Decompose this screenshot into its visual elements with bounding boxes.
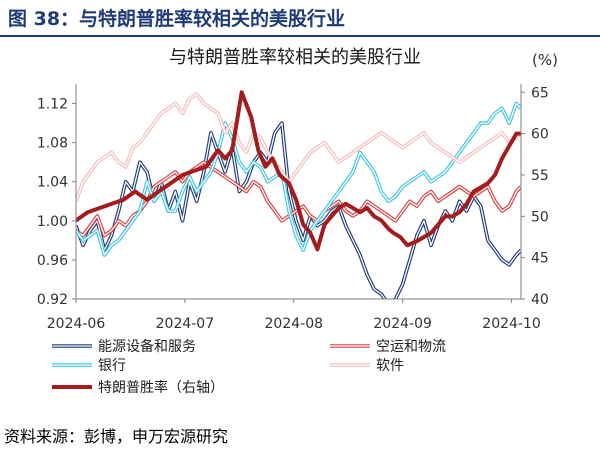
left-tick-label-5: 1.12 — [37, 97, 68, 113]
figure-title: 图 38：与特朗普胜率较相关的美股行业 — [8, 8, 346, 30]
series-line-4-outline — [76, 92, 521, 202]
x-tick-label-2: 2024-08 — [265, 316, 324, 332]
right-tick-label-2: 50 — [531, 209, 549, 225]
x-tick-label-3: 2024-09 — [373, 316, 432, 332]
x-tick-label-4: 2024-10 — [482, 316, 541, 332]
series-layer — [76, 90, 521, 299]
series-line-3-core — [76, 102, 521, 256]
chart-title: 与特朗普胜率较相关的美股行业 — [169, 47, 421, 68]
series-line-4-core — [76, 93, 521, 202]
left-tick-label-4: 1.08 — [37, 136, 68, 152]
x-tick-label-1: 2024-07 — [156, 316, 215, 332]
right-tick-label-3: 55 — [531, 168, 549, 184]
right-tick-label-1: 45 — [531, 251, 549, 267]
axes-layer: 0.92 0.96 1.00 1.04 1.08 1.12 40 45 50 55 60 65 2024… — [37, 84, 549, 332]
right-tick-label-4: 60 — [531, 127, 549, 143]
source-note: 资料来源：彭博，申万宏源研究 — [4, 427, 229, 446]
left-tick-label-1: 0.96 — [37, 253, 68, 269]
x-tick-label-0: 2024-06 — [47, 316, 106, 332]
title-rule — [0, 35, 600, 37]
legend-label-2: 空运和物流 — [376, 339, 446, 355]
right-tick-label-0: 40 — [531, 292, 549, 308]
left-tick-label-0: 0.92 — [37, 292, 68, 308]
series-line-5 — [76, 90, 521, 252]
legend-label-3: 银行 — [98, 358, 126, 374]
left-tick-label-2: 1.00 — [37, 214, 68, 230]
legend-label-4: 软件 — [376, 358, 404, 374]
chart: 与特朗普胜率较相关的美股行业 (%) 0.92 0.96 1.00 1.04 1.08 1… — [37, 47, 558, 396]
legend-label-1: 能源设备和服务 — [98, 338, 196, 355]
right-tick-label-5: 65 — [531, 85, 549, 101]
left-tick-label-3: 1.04 — [37, 175, 68, 191]
right-axis-unit: (%) — [532, 51, 558, 69]
legend-label-5: 特朗普胜率（右轴） — [98, 379, 224, 396]
